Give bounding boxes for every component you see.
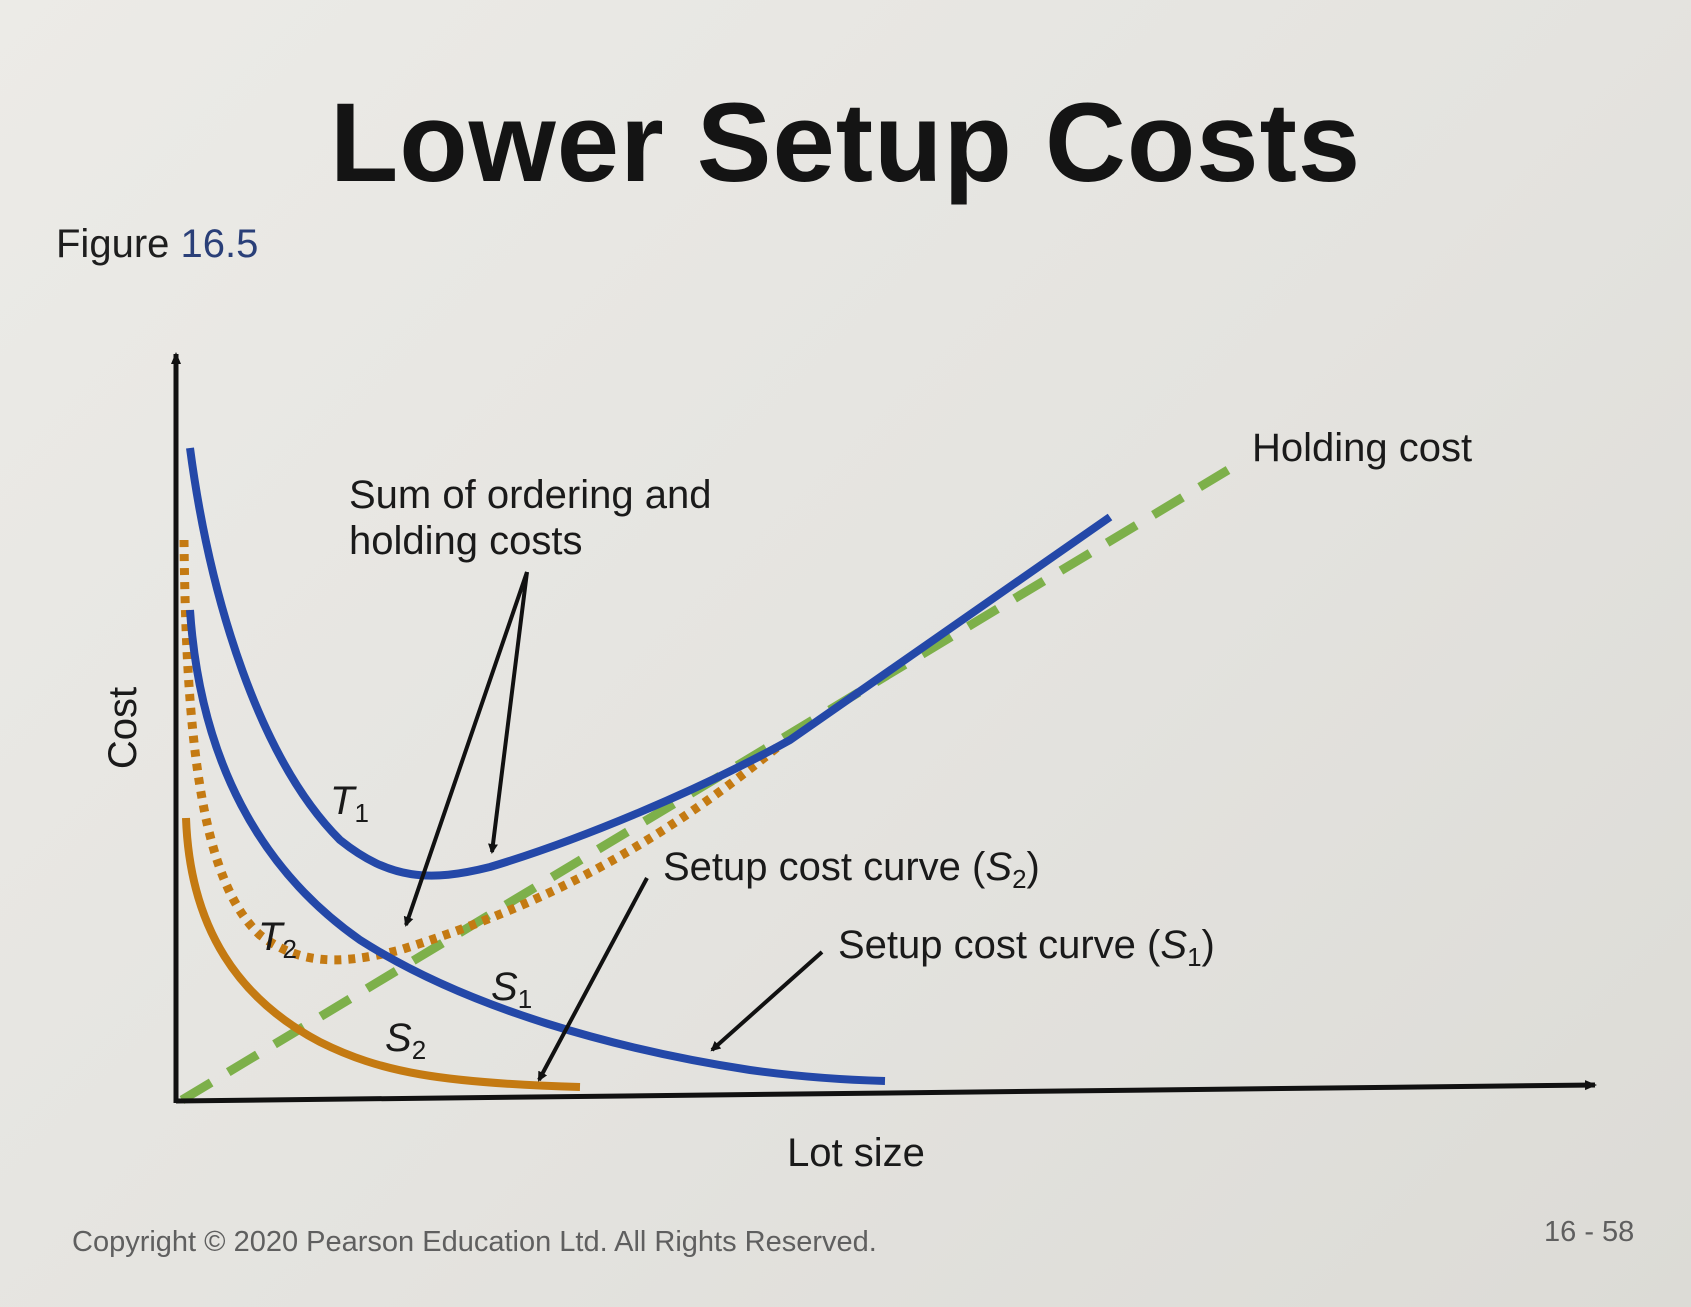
- slide-title: Lower Setup Costs: [329, 80, 1362, 205]
- holding-cost-label: Holding cost: [1252, 426, 1472, 470]
- y-axis-label: Cost: [101, 687, 145, 769]
- setup-cost-s2-label: Setup cost curve (S2): [663, 845, 1040, 894]
- annotation-arrow-t1: [488, 571, 529, 854]
- page-number: 16 - 58: [1544, 1216, 1635, 1248]
- annotation-arrow-s1: [710, 950, 824, 1052]
- figure-prefix: Figure: [56, 222, 170, 266]
- figure-number: 16.5: [180, 222, 259, 266]
- curve-label-t2: T2: [258, 915, 297, 964]
- annotation-arrow-s2: [537, 877, 649, 1082]
- x-axis: [175, 1080, 1597, 1104]
- setup-cost-s1-label: Setup cost curve (S1): [838, 923, 1215, 972]
- copyright-notice: Copyright © 2020 Pearson Education Ltd. …: [72, 1226, 877, 1258]
- curve-label-t1: T1: [330, 779, 369, 828]
- curve-label-s2: S2: [385, 1016, 426, 1065]
- setup-cost-curve-s2: [182, 817, 581, 1091]
- sum-costs-label-line2: holding costs: [349, 519, 582, 563]
- figure-label: Figure 16.5: [56, 222, 258, 267]
- total-cost-curve-t2: [179, 539, 783, 965]
- sum-costs-label-line1: Sum of ordering and: [349, 473, 711, 517]
- x-axis-label: Lot size: [787, 1131, 925, 1175]
- setup-cost-curve-s1: [186, 609, 886, 1085]
- curve-label-s1: S1: [491, 965, 532, 1014]
- annotation-arrow-t2: [403, 571, 529, 927]
- total-cost-curve-t1: [186, 447, 1113, 880]
